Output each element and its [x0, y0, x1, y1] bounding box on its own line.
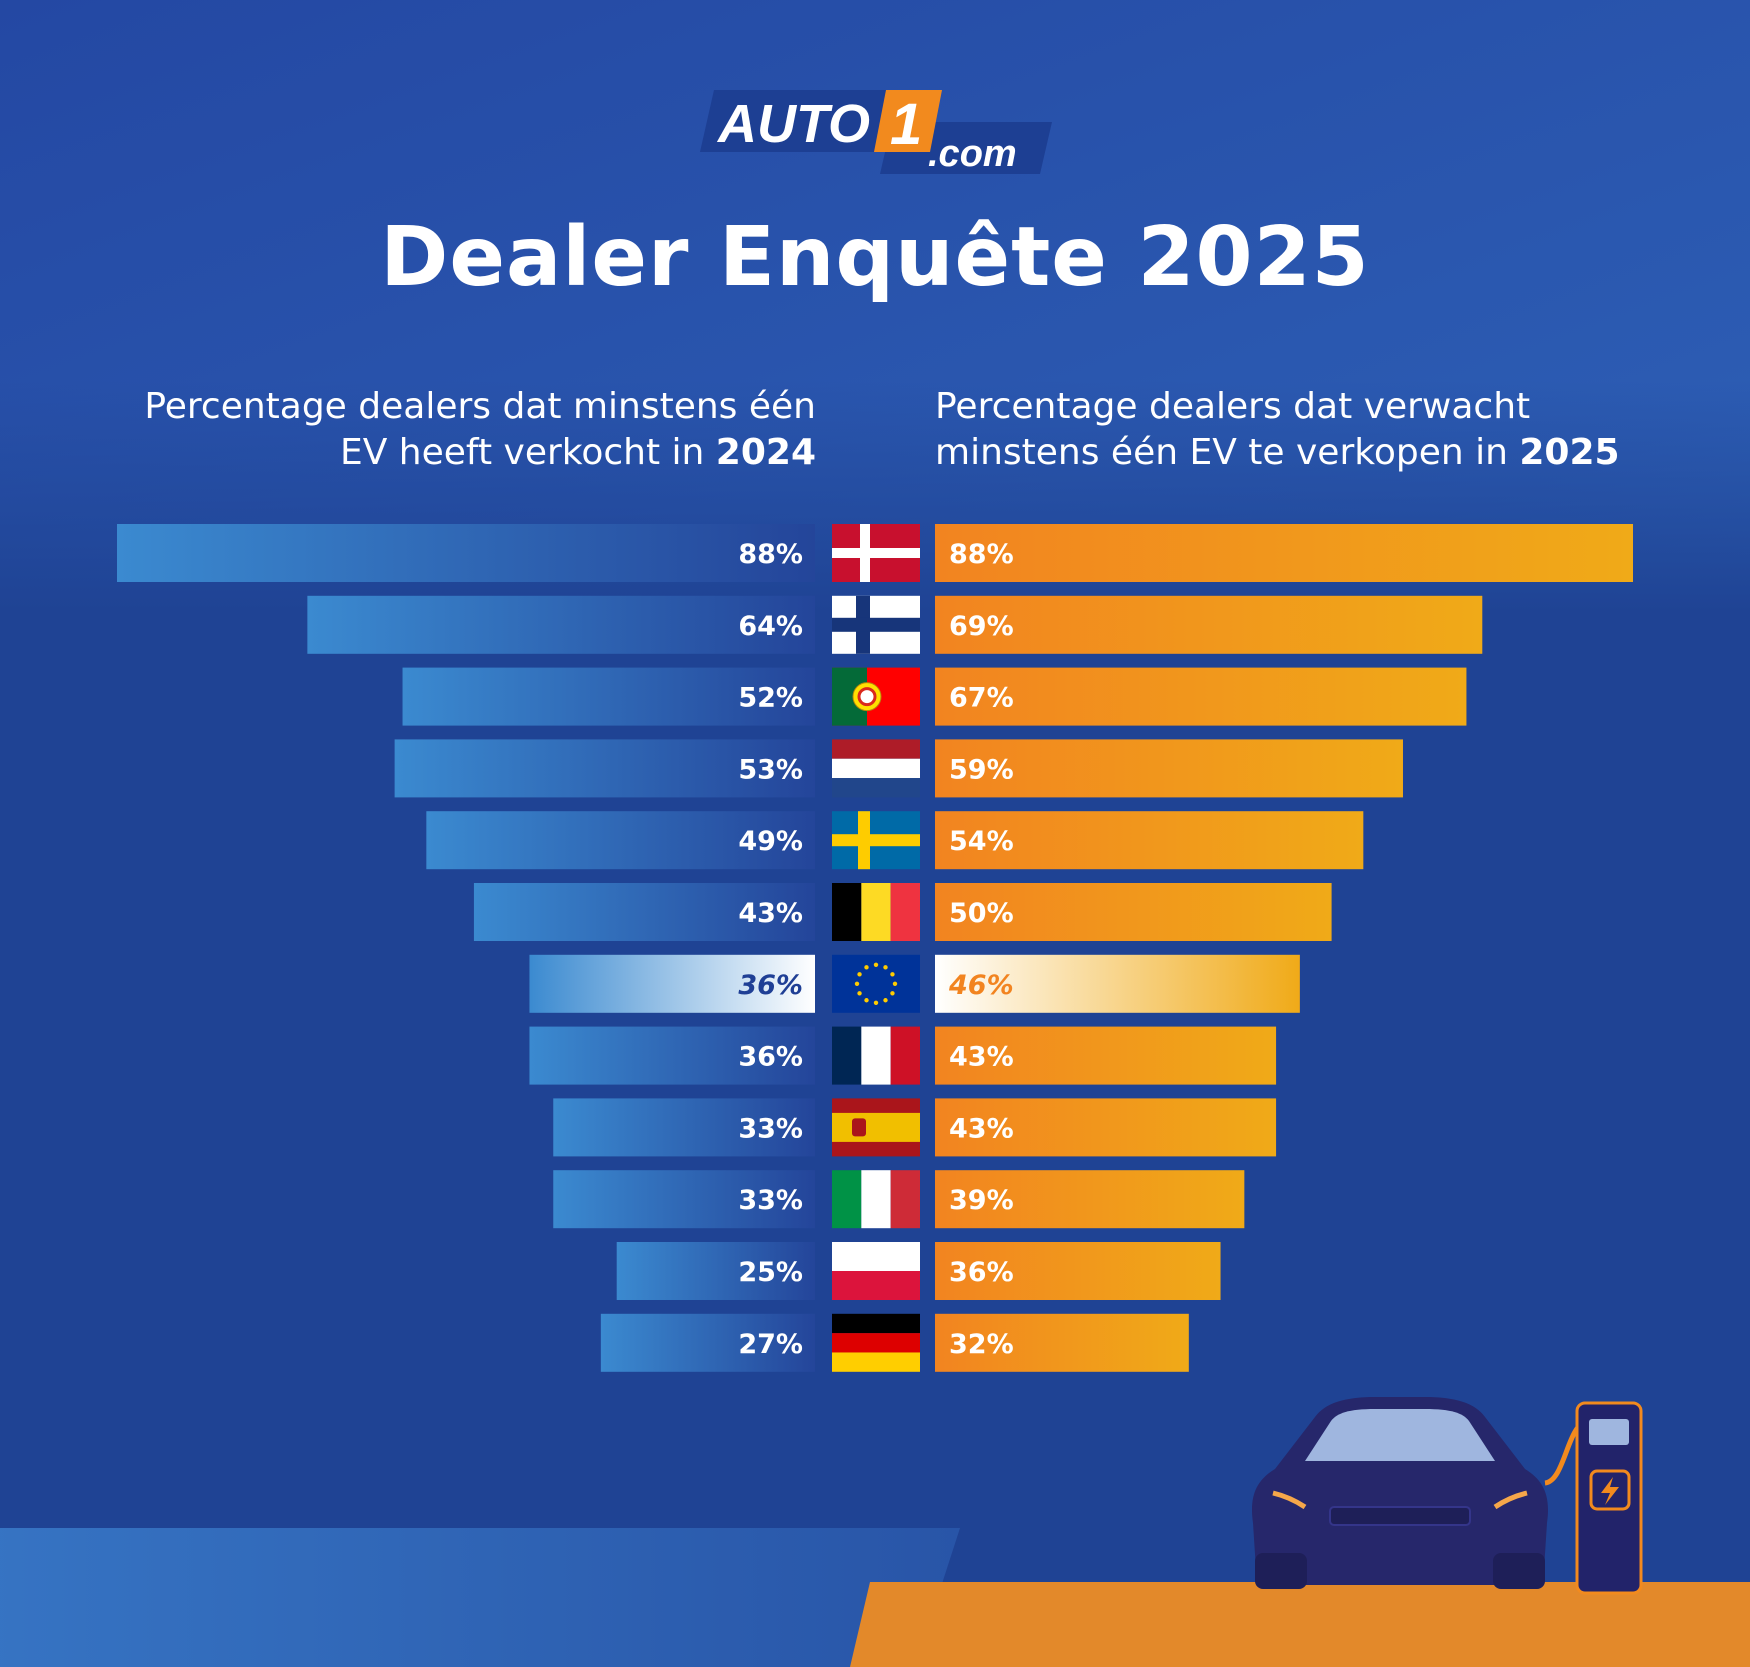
left-heading: Percentage dealers dat minstens één EV h…: [100, 384, 816, 476]
label-right-belgium: 50%: [949, 898, 1014, 929]
label-right-portugal: 67%: [949, 683, 1014, 714]
right-heading-year: 2025: [1519, 432, 1620, 473]
bar-left-portugal: [402, 667, 815, 726]
label-left-germany: 27%: [738, 1329, 803, 1360]
flags-group: [832, 524, 920, 1372]
right-heading: Percentage dealers dat verwacht minstens…: [935, 384, 1695, 476]
label-left-italy: 33%: [738, 1185, 803, 1216]
bar-right-portugal: [935, 667, 1467, 726]
label-right-italy: 39%: [949, 1185, 1014, 1216]
bar-right-sweden: [935, 811, 1364, 870]
bar-left-sweden: [426, 811, 815, 870]
label-right-netherlands: 59%: [949, 754, 1014, 785]
label-right-denmark: 88%: [949, 539, 1014, 570]
label-left-sweden: 49%: [738, 826, 803, 857]
label-right-spain: 43%: [949, 1113, 1014, 1144]
label-left-france: 36%: [738, 1042, 803, 1073]
se-flag-icon: [832, 811, 920, 870]
de-flag-icon: [832, 1313, 920, 1372]
it-flag-icon: [832, 1170, 920, 1229]
bar-left-denmark: [117, 524, 815, 582]
label-right-poland: 36%: [949, 1257, 1014, 1288]
bar-left-eu: [529, 954, 815, 1013]
bar-right-belgium: [935, 883, 1332, 941]
nl-flag-icon: [832, 739, 920, 798]
logo-text: AUTO: [716, 94, 870, 154]
label-right-finland: 69%: [949, 611, 1014, 642]
left-heading-text: Percentage dealers dat minstens één EV h…: [144, 386, 816, 473]
label-left-eu: 36%: [738, 970, 803, 1001]
label-right-sweden: 54%: [949, 826, 1014, 857]
label-right-france: 43%: [949, 1042, 1014, 1073]
bar-right-france: [935, 1026, 1277, 1085]
bar-right-denmark: [935, 524, 1633, 582]
label-left-portugal: 52%: [738, 683, 803, 714]
bar-left-france: [529, 1026, 815, 1085]
ev-car-charging-illustration: [1251, 1397, 1643, 1595]
label-right-germany: 32%: [949, 1329, 1014, 1360]
bar-left-netherlands: [394, 739, 815, 798]
pt-flag-icon: [832, 667, 920, 726]
label-left-belgium: 43%: [738, 898, 803, 929]
eu-flag-icon: [832, 954, 920, 1013]
bar-right-netherlands: [935, 739, 1403, 798]
label-left-denmark: 88%: [738, 539, 803, 570]
page-title: Dealer Enquête 2025: [380, 210, 1370, 305]
left-bars-group: 88% 64% 52% 53% 49% 43% 36% 36% 33% 33% 25% 27%: [117, 524, 815, 1372]
bar-right-finland: [935, 595, 1483, 654]
bar-left-poland: [616, 1242, 815, 1300]
label-left-poland: 25%: [738, 1257, 803, 1288]
logo-suffix: .com: [928, 133, 1017, 174]
bar-left-belgium: [473, 883, 815, 941]
fr-flag-icon: [832, 1026, 920, 1085]
left-heading-year: 2024: [715, 432, 816, 473]
label-left-netherlands: 53%: [738, 754, 803, 785]
right-bars-group: 88% 69% 67% 59% 54% 50% 46% 43% 43% 39% 36% 32%: [935, 524, 1633, 1372]
bar-left-italy: [553, 1170, 815, 1229]
fi-flag-icon: [832, 595, 920, 654]
bar-left-finland: [307, 595, 815, 654]
bar-left-spain: [553, 1098, 815, 1157]
label-left-finland: 64%: [738, 611, 803, 642]
be-flag-icon: [832, 883, 920, 941]
dk-flag-icon: [832, 524, 920, 582]
bar-right-spain: [935, 1098, 1277, 1157]
bar-right-germany: [935, 1313, 1189, 1372]
pl-flag-icon: [832, 1242, 920, 1300]
bottom-stripes: [0, 1528, 1750, 1667]
bar-right-poland: [935, 1242, 1221, 1300]
label-left-spain: 33%: [738, 1113, 803, 1144]
bar-right-italy: [935, 1170, 1245, 1229]
bar-right-eu: [935, 954, 1300, 1013]
es-flag-icon: [832, 1098, 920, 1157]
logo-number: 1: [890, 92, 922, 157]
auto1-logo: AUTO 1 .com: [700, 90, 1052, 174]
label-right-eu: 46%: [948, 970, 1014, 1001]
bar-left-germany: [600, 1313, 815, 1372]
right-heading-text: Percentage dealers dat verwacht minstens…: [935, 386, 1531, 473]
